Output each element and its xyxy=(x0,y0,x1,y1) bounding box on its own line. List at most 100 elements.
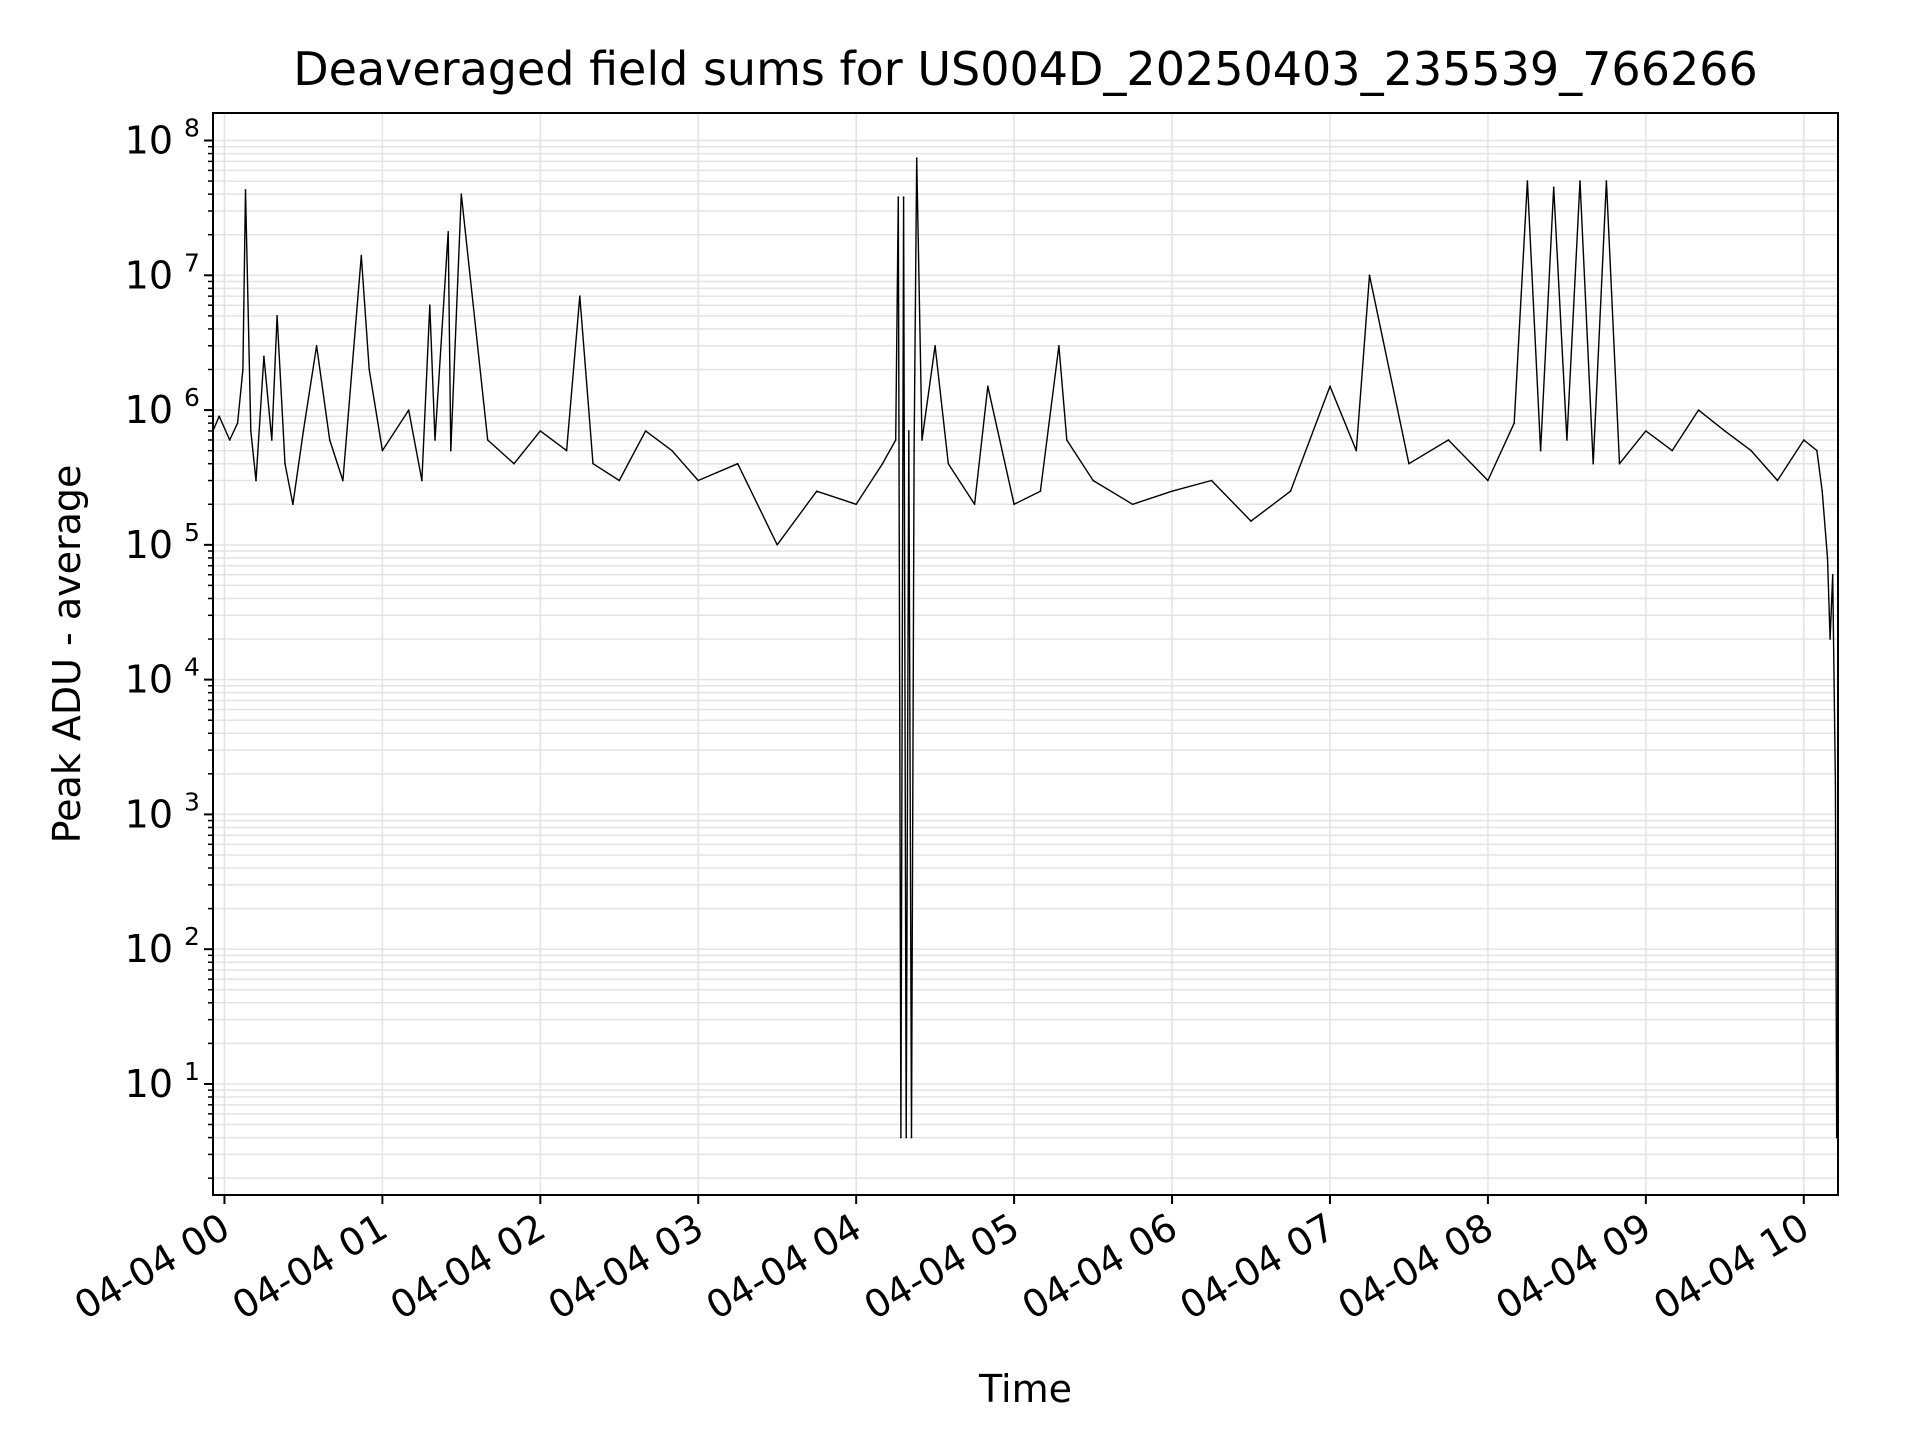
y-tick-label: 10 xyxy=(125,1062,173,1106)
data-point xyxy=(1039,490,1042,493)
data-point xyxy=(249,430,252,432)
data-point xyxy=(1816,449,1818,452)
data-point xyxy=(539,430,542,432)
data-point xyxy=(460,193,463,195)
data-point xyxy=(242,368,244,371)
y-tick-label: 10 xyxy=(125,388,173,432)
data-point xyxy=(921,439,923,441)
data-point xyxy=(736,462,739,465)
data-point xyxy=(1605,180,1608,182)
data-point xyxy=(1802,439,1805,441)
y-tick-label: 10 xyxy=(125,927,173,971)
data-point xyxy=(1831,573,1834,576)
data-point xyxy=(1834,782,1837,785)
data-point xyxy=(328,439,331,441)
data-point xyxy=(276,315,278,317)
data-point xyxy=(1826,557,1829,559)
data-point xyxy=(368,368,371,371)
x-tick-label: 04-04 08 xyxy=(1330,1205,1500,1329)
y-tick-label: 10 xyxy=(125,119,173,163)
data-point xyxy=(271,439,273,441)
data-point xyxy=(342,479,344,482)
data-point xyxy=(855,503,857,506)
data-point xyxy=(947,462,950,465)
y-tick-exponent: 4 xyxy=(184,653,200,682)
data-point xyxy=(1579,180,1581,182)
x-tick-label: 04-04 01 xyxy=(225,1205,395,1329)
data-point xyxy=(1131,503,1134,506)
data-point xyxy=(815,490,818,493)
data-point xyxy=(1645,430,1647,432)
data-point xyxy=(1368,274,1371,277)
data-point xyxy=(1329,385,1331,388)
x-axis-label: Time xyxy=(978,1367,1072,1411)
data-point xyxy=(1526,180,1529,182)
data-point xyxy=(1829,638,1831,640)
data-point xyxy=(263,355,265,358)
data-point xyxy=(1776,479,1779,482)
data-point xyxy=(428,304,431,306)
data-point xyxy=(881,462,884,465)
data-point xyxy=(1092,479,1094,482)
y-tick-exponent: 3 xyxy=(184,787,200,816)
data-point xyxy=(915,157,918,159)
data-point xyxy=(315,344,318,347)
y-axis-label: Peak ADU - average xyxy=(45,465,89,844)
x-tick-label: 04-04 00 xyxy=(67,1205,237,1329)
data-points xyxy=(212,157,1838,1139)
chart-title: Deaveraged field sums for US004D_2025040… xyxy=(293,42,1758,96)
data-point xyxy=(644,430,647,432)
data-point xyxy=(1671,449,1673,452)
data-point xyxy=(360,254,363,257)
data-point xyxy=(565,449,568,452)
y-tick-exponent: 1 xyxy=(184,1057,200,1086)
data-point xyxy=(973,503,976,506)
data-point xyxy=(292,503,294,506)
data-point xyxy=(1697,409,1700,411)
data-point xyxy=(1821,490,1824,493)
data-point xyxy=(284,462,286,465)
x-tick-label: 04-04 02 xyxy=(383,1205,553,1329)
data-point xyxy=(434,439,436,441)
x-tick-label: 04-04 06 xyxy=(1015,1205,1185,1329)
data-point xyxy=(1566,439,1568,441)
data-point xyxy=(578,295,581,297)
data-point xyxy=(697,479,700,482)
data-point xyxy=(1618,462,1621,465)
data-point xyxy=(671,449,673,452)
data-point xyxy=(910,1136,913,1139)
data-point xyxy=(1171,490,1173,493)
data-point xyxy=(255,479,257,482)
y-tick-exponent: 2 xyxy=(184,922,200,951)
data-point xyxy=(913,449,915,452)
data-point xyxy=(1250,520,1252,522)
data-point xyxy=(908,430,910,432)
y-tick-exponent: 6 xyxy=(184,383,200,412)
data-point xyxy=(592,462,594,465)
x-tick-label: 04-04 10 xyxy=(1646,1205,1816,1329)
data-point xyxy=(1592,462,1595,465)
data-point xyxy=(1289,490,1292,493)
data-point xyxy=(776,544,779,546)
data-point xyxy=(381,449,384,452)
data-point xyxy=(1750,449,1752,452)
x-tick-label: 04-04 05 xyxy=(857,1205,1027,1329)
data-point xyxy=(894,439,897,441)
y-tick-label: 10 xyxy=(125,253,173,297)
data-point xyxy=(421,479,423,482)
data-point xyxy=(618,479,621,482)
data-point xyxy=(1058,344,1060,347)
data-point xyxy=(1013,503,1015,506)
data-point xyxy=(447,231,449,233)
data-point xyxy=(513,462,515,465)
x-tick-label: 04-04 04 xyxy=(699,1205,869,1329)
y-tick-exponent: 8 xyxy=(184,114,200,143)
data-point xyxy=(302,430,305,432)
data-point xyxy=(900,1136,902,1139)
data-point xyxy=(1487,479,1489,482)
data-point xyxy=(1408,462,1410,465)
data-point xyxy=(1724,430,1726,432)
data-point xyxy=(244,189,247,191)
series-layer xyxy=(212,157,1838,1139)
